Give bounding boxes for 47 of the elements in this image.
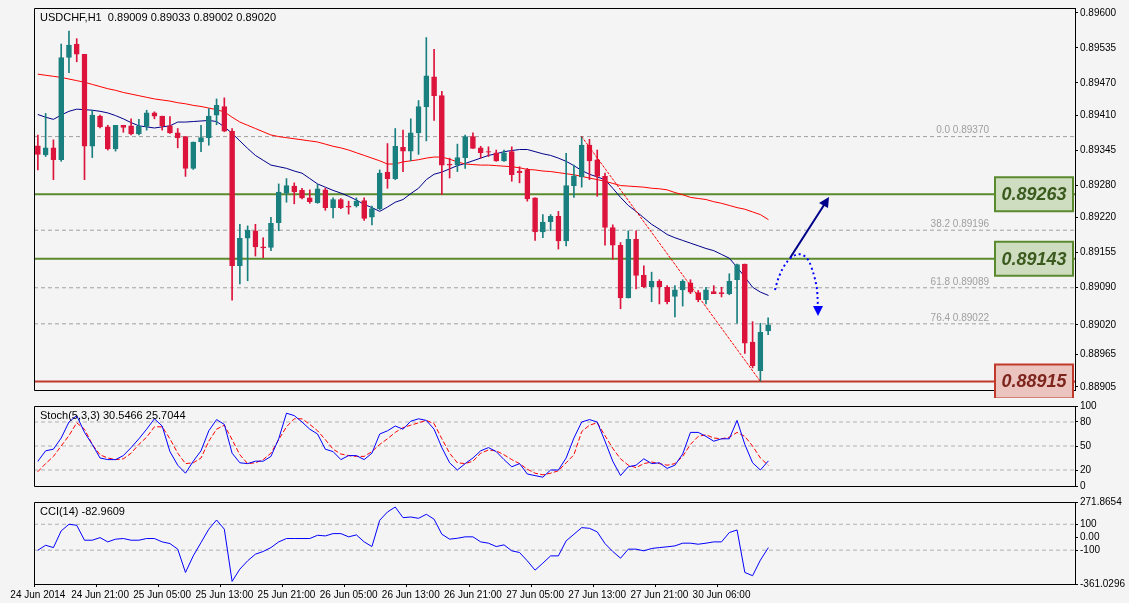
y-tick-label: 0.89220 [1080, 211, 1117, 223]
y-tick-label: 80 [1080, 415, 1092, 427]
ref-line-label: 0.89263 [1001, 184, 1067, 205]
x-tick-label: 25 Jun 13:00 [195, 588, 254, 600]
y-tick-label: 0.88905 [1080, 380, 1117, 392]
x-tick-label: 30 Jun 06:00 [692, 588, 751, 600]
y-tick-label: 0.89600 [1080, 6, 1117, 18]
ref-line-label: 76.4 0.89022 [930, 311, 990, 323]
y-tick-label: 271.8654 [1080, 495, 1123, 507]
y-tick-label: 0 [1080, 479, 1086, 491]
y-tick-label: 0.89345 [1080, 143, 1117, 155]
y-tick-label: 0.89535 [1080, 41, 1117, 53]
y-tick-label: 0.88965 [1080, 348, 1117, 360]
y-tick-label: 0.89155 [1080, 246, 1117, 258]
x-tick-label: 27 Jun 13:00 [568, 588, 627, 600]
candlestick [672, 285, 678, 318]
y-tick-label: 0.89020 [1080, 318, 1117, 330]
x-tick-label: 27 Jun 21:00 [630, 588, 689, 600]
y-tick-label: 0.89280 [1080, 178, 1117, 190]
chart-title: CCI(14) -82.9609 [40, 504, 125, 517]
y-tick-label: 50 [1080, 439, 1092, 451]
x-tick-label: 26 Jun 05:00 [319, 588, 378, 600]
x-tick-label: 24 Jun 21:00 [71, 588, 130, 600]
chart-title: Stoch(5,3,3) 30.5466 25.7044 [40, 408, 186, 421]
chart-title: USDCHF,H1 0.89009 0.89033 0.89002 0.89020 [40, 10, 277, 23]
candlestick [198, 124, 204, 152]
y-tick-label: -361.0296 [1080, 577, 1126, 589]
ref-line-label: 0.88915 [1001, 371, 1068, 392]
y-tick-label: 0.00 [1080, 530, 1100, 542]
x-tick-label: 26 Jun 13:00 [381, 588, 441, 600]
y-tick-label: 20 [1080, 463, 1092, 475]
x-tick-label: 26 Jun 21:00 [444, 588, 503, 600]
x-tick-label: 24 Jun 2014 [10, 588, 66, 600]
x-tick-label: 27 Jun 05:00 [506, 588, 565, 600]
ref-line-label: 38.2 0.89196 [930, 217, 990, 229]
x-tick-label: 25 Jun 05:00 [133, 588, 192, 600]
y-tick-label: 100 [1080, 518, 1098, 530]
candlestick [260, 237, 267, 258]
ref-line-label: 0.0 0.89370 [936, 124, 990, 136]
x-tick-label: 25 Jun 21:00 [257, 588, 316, 600]
y-tick-label: -100 [1080, 543, 1101, 555]
y-tick-label: 0.89410 [1080, 108, 1117, 120]
y-tick-label: 0.89090 [1080, 280, 1117, 292]
ref-line-label: 61.8 0.89089 [930, 275, 990, 287]
y-tick-label: 100 [1080, 399, 1098, 411]
ref-line-label: 0.89143 [1001, 248, 1067, 269]
y-tick-label: 0.89470 [1080, 76, 1117, 88]
